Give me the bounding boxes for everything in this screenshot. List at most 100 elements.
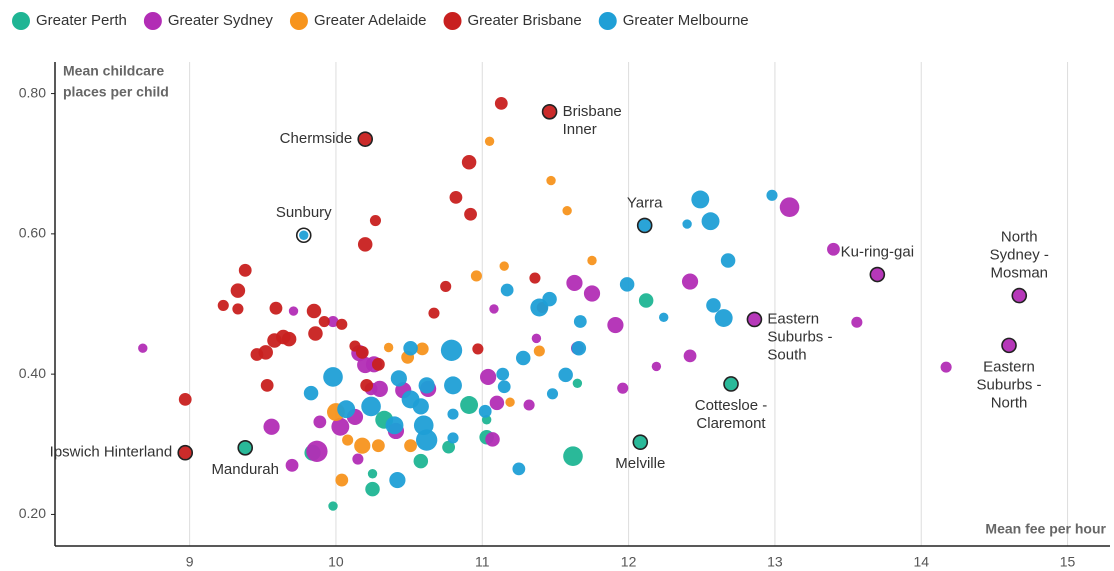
- bubble: [940, 361, 952, 373]
- bubble: [313, 415, 327, 429]
- annotation-label: Inner: [563, 121, 597, 138]
- bubble: [335, 473, 349, 487]
- bubble: [500, 283, 514, 297]
- x-tick-label: 15: [1060, 554, 1076, 570]
- bubble: [573, 315, 587, 328]
- x-tick-label: 12: [621, 554, 637, 570]
- bubble: [566, 274, 583, 292]
- legend-swatch: [289, 12, 308, 30]
- highlight-ring: [869, 266, 886, 283]
- bubble: [232, 303, 244, 315]
- bubble: [238, 263, 252, 277]
- bubble: [543, 105, 556, 119]
- bubble: [308, 326, 323, 341]
- bubble: [428, 307, 440, 319]
- bubble: [285, 458, 299, 472]
- annotation-label: Suburbs -: [767, 328, 832, 345]
- bubble: [480, 368, 497, 386]
- bubble: [352, 453, 364, 465]
- highlight-ring: [295, 227, 312, 244]
- bubble: [1001, 338, 1017, 353]
- bubble: [328, 501, 338, 511]
- bubble: [178, 446, 192, 460]
- highlight-ring: [636, 217, 653, 234]
- highlight-ring: [541, 104, 558, 120]
- bubble: [714, 309, 733, 327]
- bubble: [779, 197, 800, 217]
- legend-swatch: [143, 12, 162, 30]
- bubble: [389, 471, 406, 489]
- bubble: [766, 189, 778, 201]
- bubble: [355, 346, 369, 359]
- bubble: [237, 440, 253, 456]
- highlight-ring: [1001, 337, 1017, 354]
- bubble: [415, 342, 429, 356]
- highlight-ring: [723, 376, 739, 392]
- bubble: [306, 303, 322, 319]
- legend-label: Greater Adelaide: [314, 12, 427, 29]
- bubble: [706, 298, 721, 313]
- bubble: [489, 395, 505, 411]
- x-tick-label: 11: [475, 554, 490, 570]
- bubble: [230, 283, 246, 298]
- bubble: [691, 190, 710, 209]
- annotation-label: Mandurah: [211, 461, 279, 478]
- bubble: [217, 299, 229, 311]
- grid: [189, 62, 1069, 546]
- bubble: [583, 285, 601, 302]
- y-tick-label: 0.20: [19, 505, 46, 521]
- bubble: [337, 400, 356, 419]
- bubble: [587, 255, 597, 266]
- annotation-label: Suburbs -: [977, 376, 1042, 393]
- annotation-label: Chermside: [280, 130, 353, 147]
- bubble: [683, 349, 697, 363]
- y-tick-label: 0.60: [19, 225, 46, 241]
- bubble: [747, 312, 762, 327]
- annotation-label: Yarra: [627, 194, 663, 211]
- annotation-label: North: [991, 394, 1028, 411]
- bubble: [571, 340, 587, 356]
- y-tick-label: 0.40: [19, 365, 46, 381]
- bubble: [401, 390, 420, 409]
- bubble: [638, 293, 654, 308]
- bubble: [331, 417, 350, 436]
- bubble: [494, 96, 508, 110]
- annotation-label: Ipswich Hinterland: [50, 444, 173, 461]
- bubble: [447, 432, 459, 444]
- bubble: [724, 377, 738, 391]
- bubble: [288, 306, 299, 316]
- bubble: [440, 280, 452, 293]
- bubble: [617, 382, 629, 394]
- bubble: [269, 301, 283, 315]
- bubble: [701, 212, 720, 231]
- bubble: [303, 385, 319, 401]
- bubble: [360, 378, 374, 392]
- bubble: [1012, 289, 1026, 302]
- highlight-ring: [237, 439, 254, 456]
- annotation-label: Melville: [615, 455, 665, 472]
- bubble: [444, 376, 462, 395]
- bubble: [440, 339, 463, 361]
- bubble: [531, 333, 542, 344]
- x-tick-label: 14: [913, 554, 929, 570]
- highlight-ring: [746, 311, 763, 328]
- bubble: [633, 435, 647, 449]
- bubble: [306, 440, 328, 462]
- bubble: [515, 350, 531, 366]
- bubble: [263, 418, 280, 435]
- legend-label: Greater Melbourne: [623, 12, 749, 29]
- annotation-label: Sunbury: [276, 204, 332, 221]
- y-axis-label: places per child: [63, 84, 169, 100]
- bubble: [638, 219, 652, 232]
- bubble: [484, 136, 495, 146]
- bubble: [323, 367, 343, 387]
- bubble: [720, 253, 736, 268]
- bubble: [681, 273, 699, 290]
- bubble: [485, 432, 500, 447]
- x-tick-label: 10: [328, 554, 344, 570]
- bubble: [651, 361, 662, 372]
- bubble: [472, 343, 484, 355]
- bubble: [682, 219, 692, 229]
- bubble: [464, 207, 477, 221]
